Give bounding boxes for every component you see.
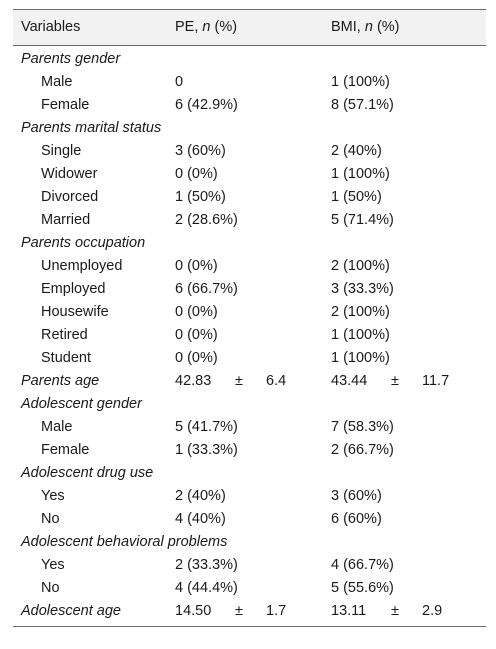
table-row: Male 5 (41.7%) 7 (58.3%) bbox=[41, 419, 394, 435]
table-row: Housewife 0 (0%) 2 (100%) bbox=[41, 304, 390, 320]
table-row: Yes 2 (33.3%) 4 (66.7%) bbox=[41, 557, 394, 573]
table-bottom-rule bbox=[13, 626, 486, 627]
table-row: Yes 2 (40%) 3 (60%) bbox=[41, 488, 382, 504]
table-row: Married 2 (28.6%) 5 (71.4%) bbox=[41, 212, 394, 228]
table-row: Widower 0 (0%) 1 (100%) bbox=[41, 166, 390, 182]
group-adolescent-drug-use: Adolescent drug use bbox=[21, 465, 154, 481]
group-parents-marital-status: Parents marital status bbox=[21, 120, 162, 136]
table-row: Unemployed 0 (0%) 2 (100%) bbox=[41, 258, 390, 274]
table-row: Divorced 1 (50%) 1 (50%) bbox=[41, 189, 382, 205]
table-row: Male 0 1 (100%) bbox=[41, 74, 390, 90]
group-adolescent-gender: Adolescent gender bbox=[21, 396, 142, 412]
table-header: Variables PE, n (%) BMI, n (%) bbox=[13, 9, 486, 46]
row-parents-age: Parents age 42.83 ± 6.4 43.44 ± 11.7 bbox=[21, 373, 450, 389]
table-row: No 4 (44.4%) 5 (55.6%) bbox=[41, 580, 394, 596]
table-row: Student 0 (0%) 1 (100%) bbox=[41, 350, 390, 366]
demographics-table: Variables PE, n (%) BMI, n (%) Parents g… bbox=[13, 9, 486, 627]
table-row: Employed 6 (66.7%) 3 (33.3%) bbox=[41, 281, 394, 297]
header-variables: Variables bbox=[21, 19, 81, 35]
group-parents-gender: Parents gender bbox=[21, 51, 121, 67]
header-pe: PE, n (%) bbox=[175, 19, 238, 35]
header-bmi: BMI, n (%) bbox=[331, 19, 400, 35]
table-row: Female 1 (33.3%) 2 (66.7%) bbox=[41, 442, 394, 458]
table-row: Retired 0 (0%) 1 (100%) bbox=[41, 327, 390, 343]
table-row: No 4 (40%) 6 (60%) bbox=[41, 511, 382, 527]
row-adolescent-age: Adolescent age 14.50 ± 1.7 13.11 ± 2.9 bbox=[21, 603, 443, 619]
group-adolescent-behavioral-problems: Adolescent behavioral problems bbox=[21, 534, 228, 550]
table-row: Female 6 (42.9%) 8 (57.1%) bbox=[41, 97, 394, 113]
table-row: Single 3 (60%) 2 (40%) bbox=[41, 143, 382, 159]
group-parents-occupation: Parents occupation bbox=[21, 235, 146, 251]
